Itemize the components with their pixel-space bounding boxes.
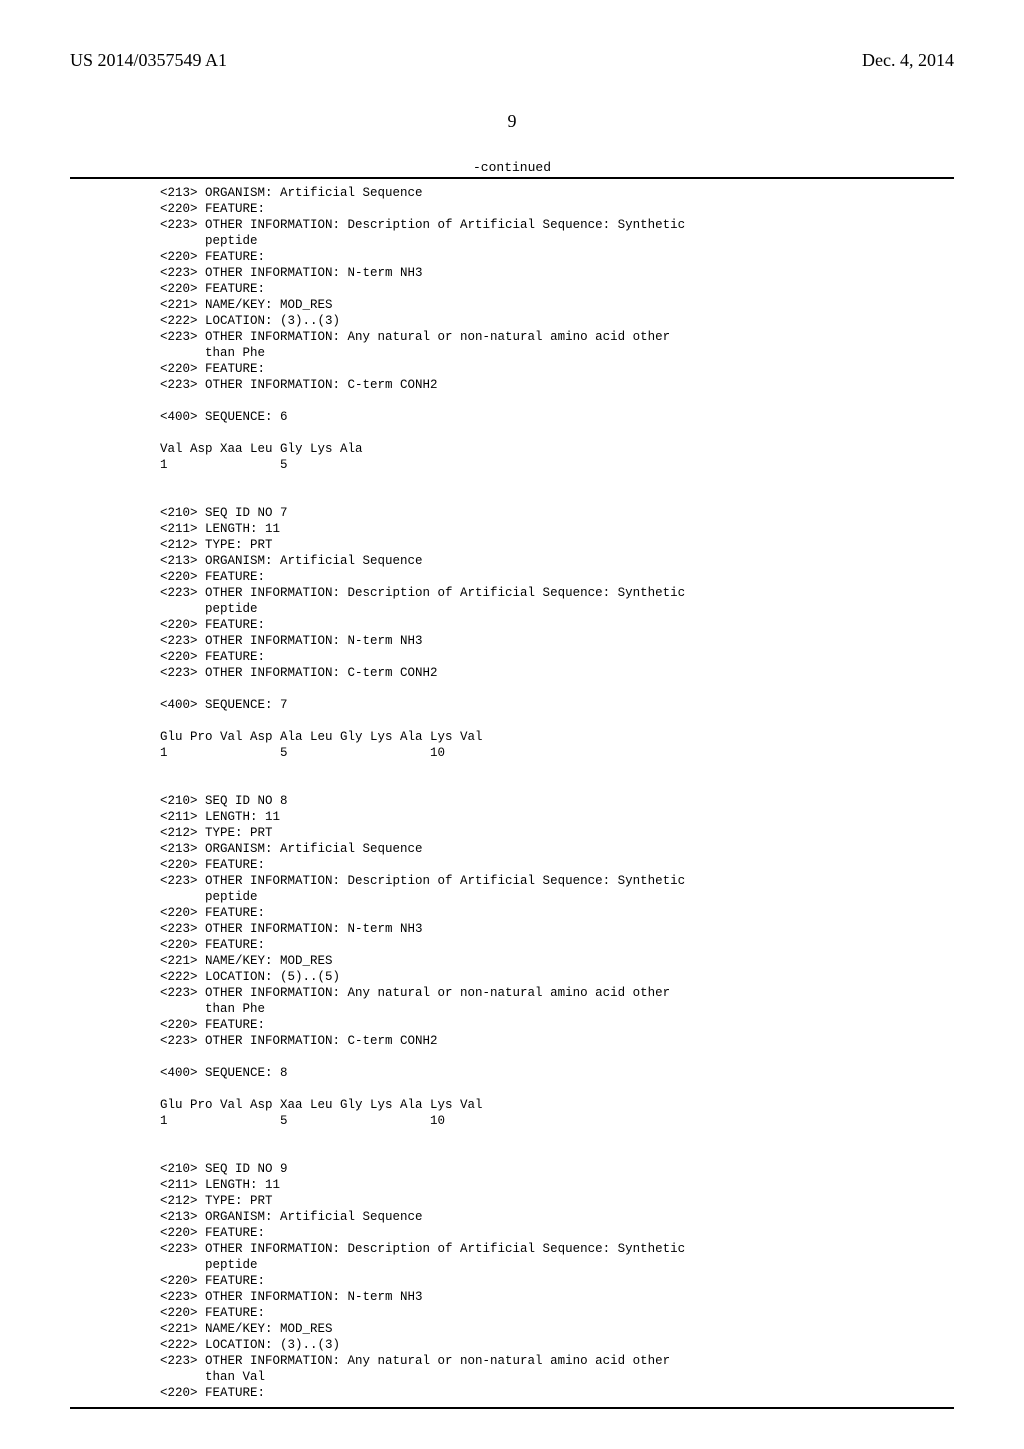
page-header: US 2014/0357549 A1 Dec. 4, 2014	[70, 50, 954, 71]
publication-date: Dec. 4, 2014	[862, 50, 954, 71]
sequence-listing-box: <213> ORGANISM: Artificial Sequence <220…	[70, 177, 954, 1409]
page-number: 9	[70, 111, 954, 132]
sequence-listing: <213> ORGANISM: Artificial Sequence <220…	[160, 185, 954, 1401]
continued-label: -continued	[70, 160, 954, 175]
publication-number: US 2014/0357549 A1	[70, 50, 227, 71]
page-container: US 2014/0357549 A1 Dec. 4, 2014 9 -conti…	[0, 0, 1024, 1449]
